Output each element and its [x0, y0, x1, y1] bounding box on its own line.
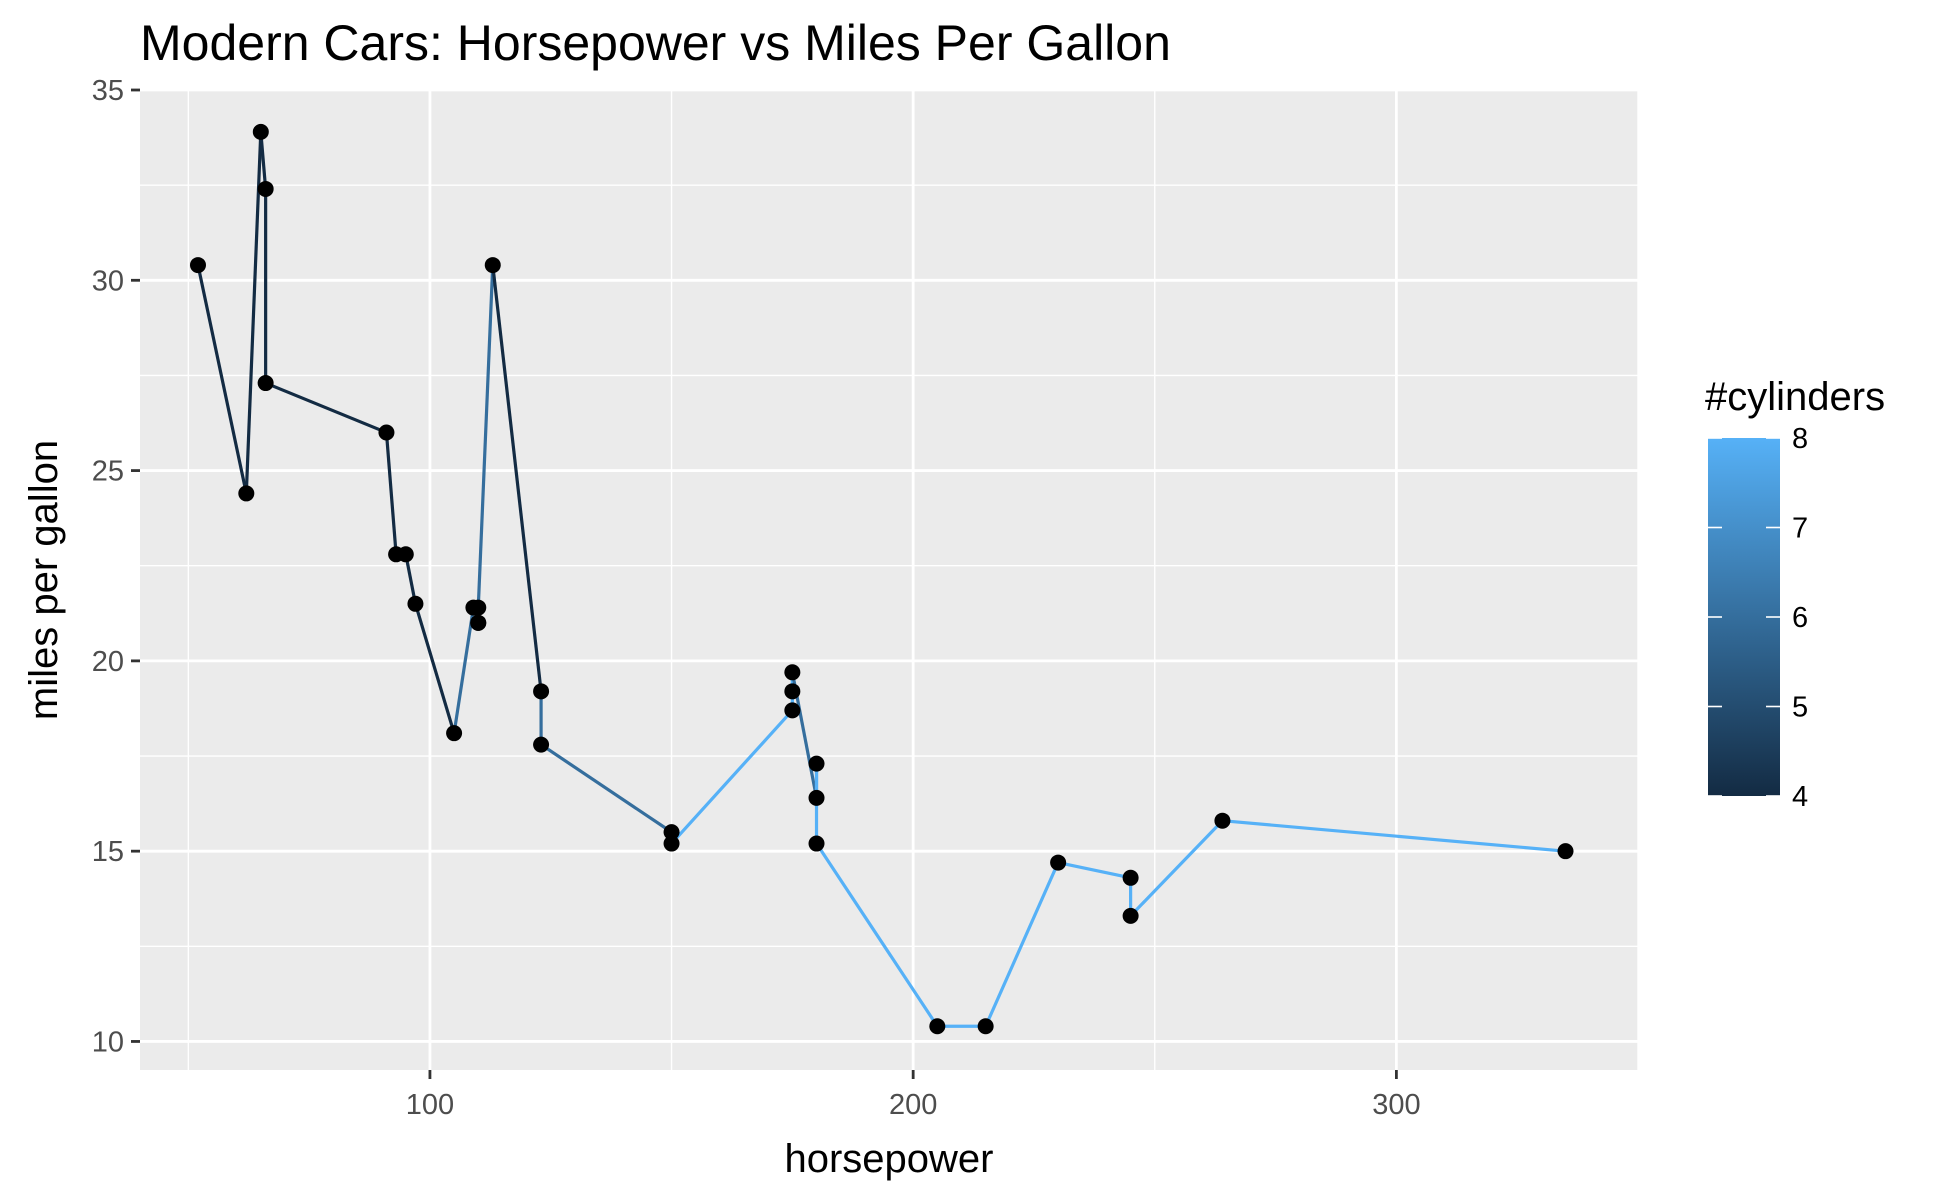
series-line-segment	[452, 607, 476, 734]
data-point	[407, 595, 424, 612]
data-point	[257, 375, 274, 392]
colorbar-tick-label: 4	[1792, 781, 1808, 813]
colorbar-tick-label: 6	[1792, 602, 1808, 634]
data-point	[1050, 854, 1067, 871]
data-point	[470, 614, 487, 631]
data-point	[808, 835, 825, 852]
data-point	[238, 485, 255, 502]
series-line-segment	[1129, 819, 1224, 917]
series-line-segment	[815, 842, 939, 1028]
data-point	[252, 123, 269, 140]
data-point	[784, 664, 801, 681]
data-point	[470, 599, 487, 616]
plot-panel	[140, 90, 1638, 1070]
series-line-segment	[413, 603, 456, 734]
major-gridlines	[140, 88, 1638, 1070]
data-point	[378, 424, 395, 441]
y-tick-label: 15	[92, 836, 124, 868]
y-tick-label: 30	[92, 265, 124, 297]
series-line-segment	[259, 131, 268, 190]
x-axis: 100 200 300	[406, 1070, 1421, 1121]
series-line-segment	[265, 381, 388, 435]
y-axis-title: miles per gallon	[22, 440, 66, 720]
data-point	[663, 835, 680, 852]
series-line-segment	[670, 709, 794, 845]
data-point	[784, 683, 801, 700]
data-point	[929, 1018, 946, 1035]
data-point	[977, 1018, 994, 1035]
series-line-segment	[384, 432, 398, 555]
series-line-segment	[1057, 861, 1131, 880]
y-tick-label: 35	[92, 75, 124, 107]
data-point	[446, 725, 463, 742]
data-point	[808, 789, 825, 806]
data-point	[1557, 843, 1574, 860]
data-point	[663, 824, 680, 841]
colorbar-tick-label: 7	[1792, 513, 1808, 545]
colorbar-ticks: 4 5 6 7 8	[1708, 423, 1808, 813]
legend: #cylinders 4 5 6 7 8	[1705, 375, 1885, 813]
colorbar-tick-label: 8	[1792, 423, 1808, 455]
series-line-segment	[491, 264, 543, 692]
data-point	[1214, 812, 1231, 829]
data-point	[808, 755, 825, 772]
points-layer	[189, 123, 1574, 1035]
data-point	[533, 736, 550, 753]
data-point	[484, 257, 501, 274]
series-line-segment	[984, 861, 1060, 1027]
y-axis: 10 15 20 25 30 35	[92, 75, 140, 1058]
chart-title: Modern Cars: Horsepower vs Miles Per Gal…	[140, 15, 1171, 71]
minor-gridlines	[140, 90, 1639, 1070]
series-line-segment	[404, 554, 418, 605]
x-tick-label: 200	[889, 1089, 937, 1121]
x-tick-label: 100	[406, 1089, 454, 1121]
legend-title: #cylinders	[1705, 375, 1885, 419]
data-point	[784, 702, 801, 719]
series-line-segment	[540, 743, 673, 834]
series-layer	[196, 131, 1566, 1028]
series-line-segment	[196, 264, 248, 494]
y-tick-label: 25	[92, 456, 124, 488]
data-point	[1122, 907, 1139, 924]
x-axis-title: horsepower	[784, 1137, 993, 1181]
data-point	[533, 683, 550, 700]
colorbar-tick-label: 5	[1792, 692, 1808, 724]
x-tick-label: 300	[1372, 1089, 1420, 1121]
y-tick-label: 10	[92, 1026, 124, 1058]
data-point	[257, 180, 274, 197]
data-point	[189, 257, 206, 274]
series-line-segment	[1222, 819, 1566, 853]
y-tick-label: 20	[92, 646, 124, 678]
series-line-segment	[476, 265, 495, 608]
data-point	[1122, 869, 1139, 886]
data-point	[397, 546, 414, 563]
